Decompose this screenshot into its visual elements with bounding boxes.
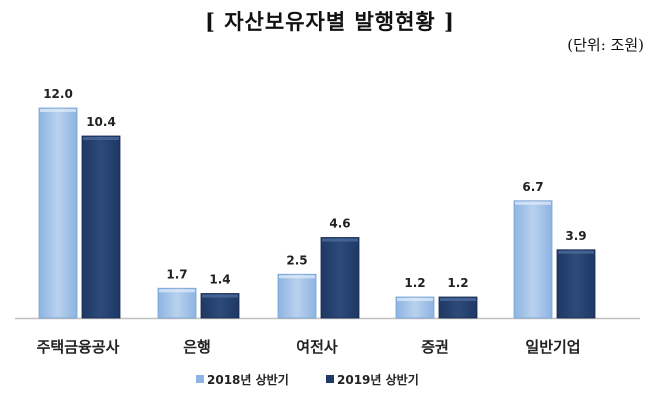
chart-title: [ 자산보유자별 발행현황 ] [204, 9, 455, 34]
legend-label: 2018년 상반기 [207, 372, 289, 387]
legend-label: 2019년 상반기 [337, 372, 419, 387]
bar-2019 [200, 293, 240, 319]
bar-2018 [395, 296, 435, 319]
bar-2018 [38, 107, 78, 319]
bar-highlight [322, 238, 358, 242]
bar-2019 [320, 237, 360, 319]
x-tick-label: 일반기업 [525, 338, 580, 356]
bar-highlight [515, 201, 551, 205]
bar-2018 [157, 287, 197, 319]
bar-2019 [556, 249, 596, 319]
bar-2018 [277, 273, 317, 319]
data-label: 10.4 [86, 115, 116, 129]
bar-highlight [83, 137, 119, 140]
bar-highlight [159, 289, 195, 293]
bar-highlight [558, 250, 594, 254]
x-tick-label: 증권 [421, 338, 449, 356]
data-label: 2.5 [286, 253, 307, 267]
legend-swatch [326, 375, 334, 383]
x-tick-label: 은행 [183, 338, 211, 356]
data-label: 4.6 [329, 217, 350, 231]
bar-highlight [40, 109, 76, 112]
data-label: 6.7 [522, 180, 543, 194]
data-label: 12.0 [43, 87, 73, 101]
bar-2019 [81, 135, 121, 319]
bar-highlight [397, 298, 433, 301]
data-label: 1.2 [404, 276, 425, 290]
bar-highlight [279, 275, 315, 279]
bar-highlight [202, 294, 238, 298]
data-label: 3.9 [565, 229, 586, 243]
x-tick-label: 주택금융공사 [37, 338, 120, 356]
bar-highlight [440, 298, 476, 301]
x-tick-label: 여전사 [296, 338, 338, 356]
data-label: 1.7 [166, 267, 187, 281]
bar-2019 [438, 296, 478, 319]
data-label: 1.2 [447, 276, 468, 290]
bar-2018 [513, 200, 553, 319]
unit-label: (단위: 조원) [567, 36, 644, 54]
legend-swatch [196, 375, 204, 383]
data-label: 1.4 [209, 273, 230, 287]
